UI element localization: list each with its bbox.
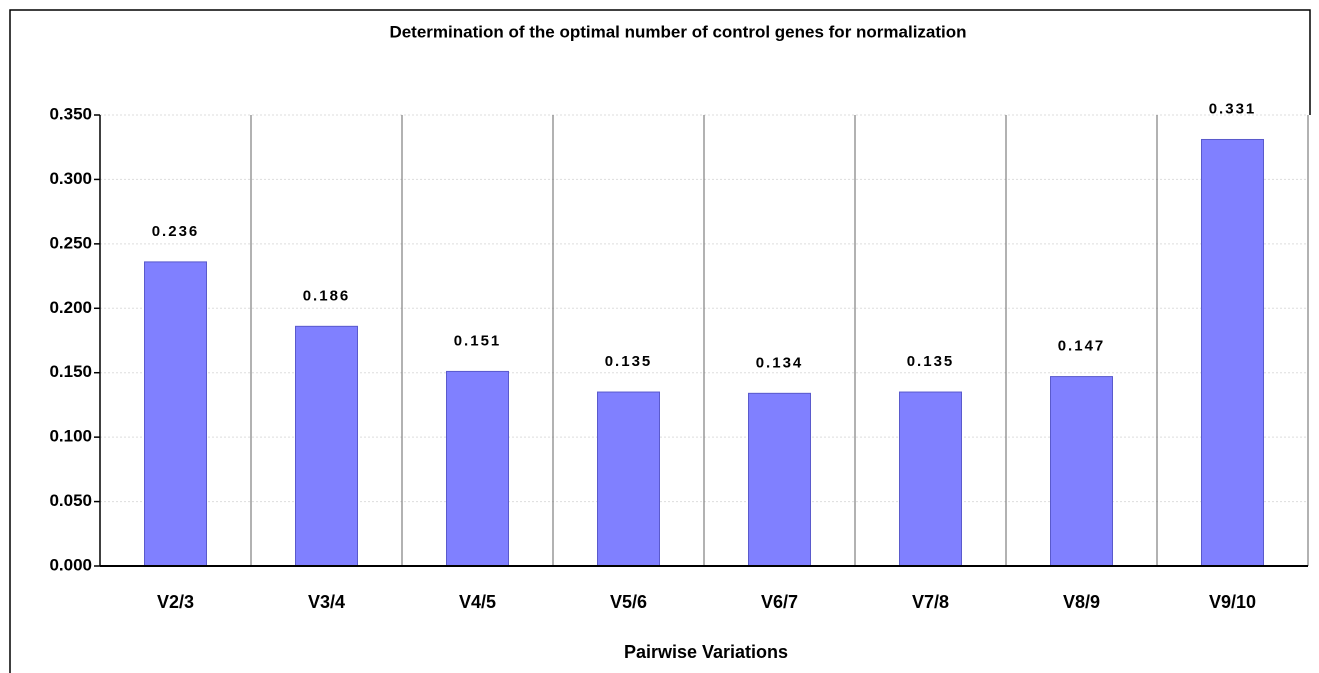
x-tick-label: V3/4 [308, 592, 345, 612]
frame [9, 9, 1311, 673]
y-tick-label: 0.350 [49, 104, 92, 123]
y-tick-label: 0.050 [49, 491, 92, 510]
x-tick-label: V5/6 [610, 592, 647, 612]
bar [295, 325, 358, 567]
bar [899, 391, 962, 567]
bar [748, 392, 811, 567]
value-label: 0.236 [152, 223, 200, 240]
chart-title: Determination of the optimal number of c… [389, 22, 966, 41]
y-tick-label: 0.150 [49, 362, 92, 381]
x-tick-label: V7/8 [912, 592, 949, 612]
bar [446, 370, 509, 567]
y-tick-label: 0.200 [49, 298, 92, 317]
value-label: 0.134 [756, 354, 804, 371]
value-label: 0.151 [454, 332, 502, 349]
x-tick-label: V8/9 [1063, 592, 1100, 612]
value-label: 0.135 [907, 353, 955, 370]
x-tick-label: V9/10 [1209, 592, 1256, 612]
y-tick-label: 0.300 [49, 169, 92, 188]
bar [1201, 138, 1264, 567]
bar [597, 391, 660, 567]
bar [1050, 376, 1113, 567]
x-tick-label: V4/5 [459, 592, 496, 612]
bar [144, 261, 207, 567]
x-tick-label: V2/3 [157, 592, 194, 612]
value-label: 0.331 [1209, 100, 1257, 117]
value-label: 0.147 [1058, 338, 1106, 355]
value-label: 0.135 [605, 353, 653, 370]
y-tick-label: 0.000 [49, 555, 92, 574]
y-tick-label: 0.100 [49, 427, 92, 446]
y-tick-label: 0.250 [49, 233, 92, 252]
x-tick-label: V6/7 [761, 592, 798, 612]
x-axis-title: Pairwise Variations [624, 642, 788, 662]
value-label: 0.186 [303, 287, 351, 304]
